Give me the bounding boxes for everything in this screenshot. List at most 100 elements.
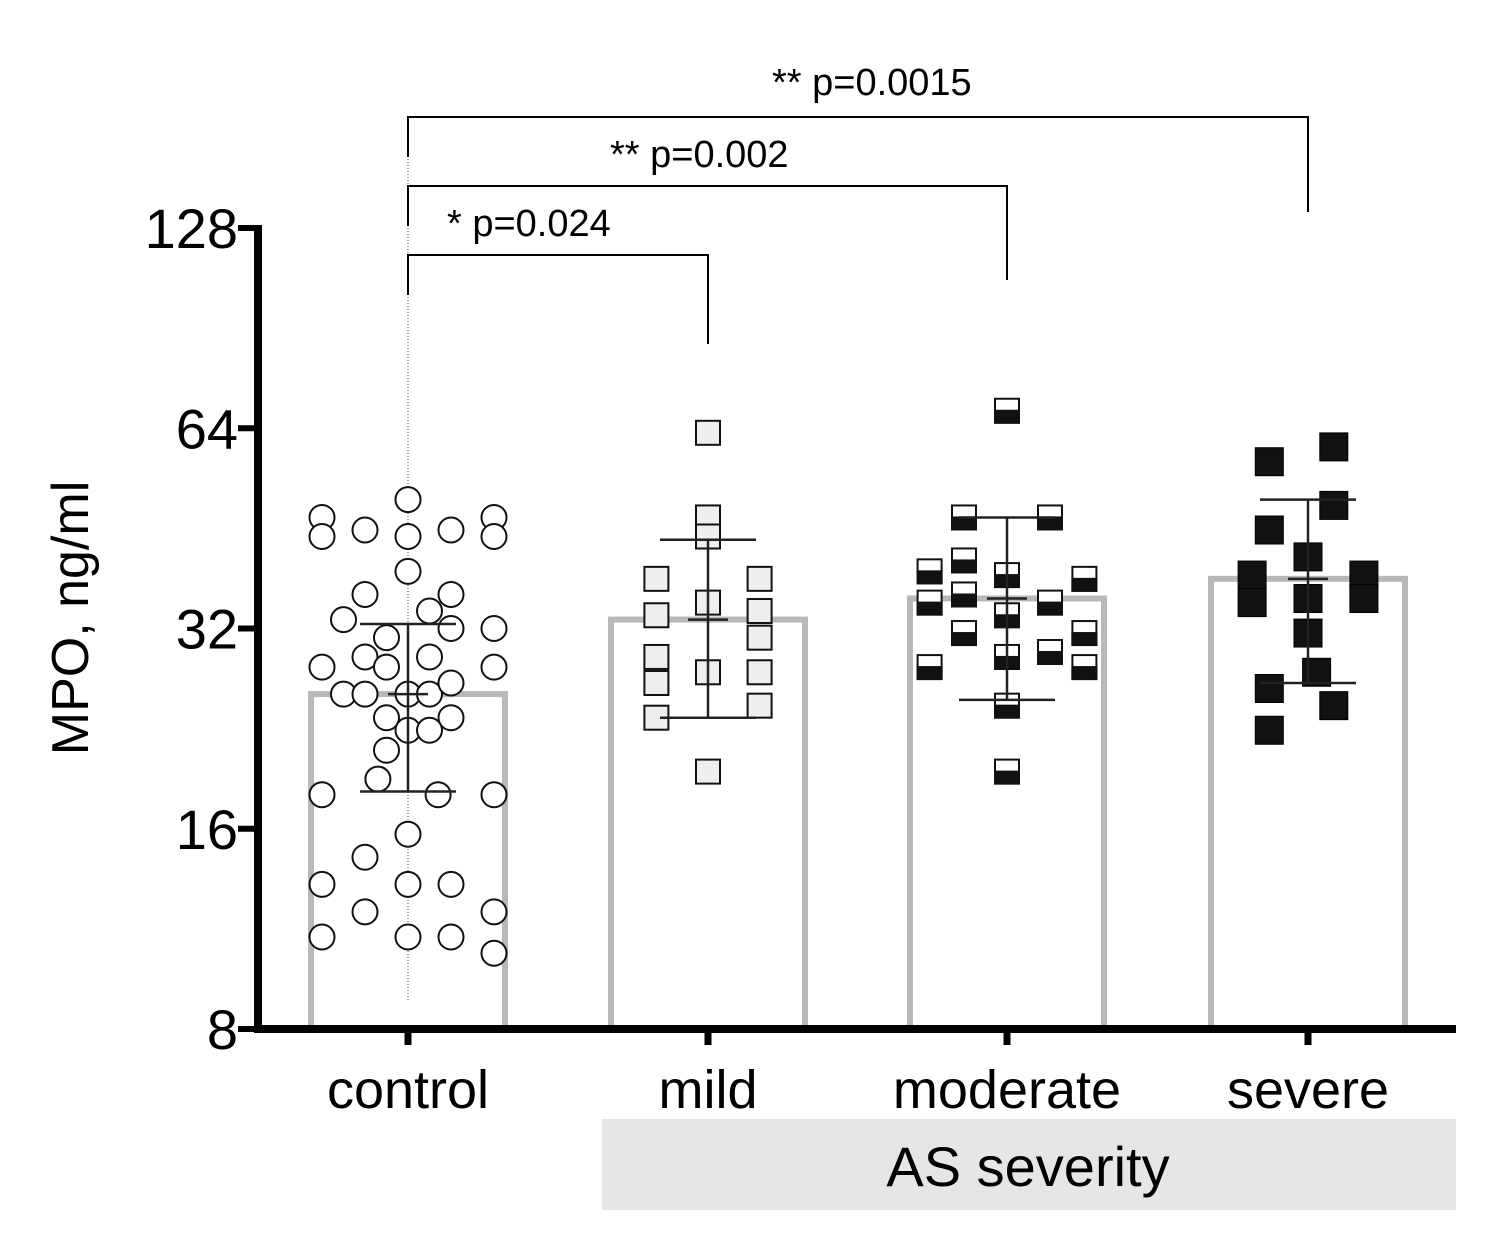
data-point-moderate	[951, 547, 977, 574]
data-point-moderate	[1037, 639, 1063, 666]
data-point-severe	[1237, 588, 1267, 618]
data-point-mild	[746, 624, 773, 651]
data-point-severe	[1349, 584, 1379, 614]
data-point-severe	[1237, 560, 1267, 590]
data-point-mild	[746, 565, 773, 592]
data-point-control	[308, 781, 336, 809]
error-bars-layer	[360, 498, 1356, 793]
data-point-control	[480, 615, 508, 642]
data-point-mild	[643, 602, 670, 629]
data-point-moderate	[951, 581, 977, 608]
data-point-control	[351, 680, 379, 708]
data-point-moderate-fill	[951, 632, 977, 647]
data-point-control	[416, 716, 443, 744]
data-point-mild	[746, 597, 773, 624]
data-point-moderate-fill	[916, 601, 943, 616]
data-point-mild	[695, 419, 721, 446]
data-point-control	[394, 486, 422, 514]
data-point-moderate	[916, 654, 943, 681]
data-point-moderate	[1071, 654, 1098, 681]
data-point-control	[373, 624, 400, 652]
axes-layer: 8 16 32 64 128 control mild moderate severe	[145, 197, 1456, 1120]
data-point-control	[480, 522, 508, 550]
data-point-control	[394, 870, 422, 898]
y-tick-label-128: 128	[145, 197, 238, 260]
data-point-control	[437, 615, 465, 642]
data-point-control	[424, 781, 452, 809]
significance-layer: * p=0.024 ** p=0.002 ** p=0.0015	[407, 62, 1309, 1000]
data-point-moderate-fill	[951, 559, 977, 574]
data-point-control	[480, 939, 508, 967]
data-point-control	[480, 781, 508, 809]
data-point-control	[437, 669, 465, 697]
group-band	[602, 1119, 1456, 1210]
data-point-severe	[1319, 691, 1349, 721]
data-point-control	[416, 643, 443, 671]
data-point-control	[394, 820, 422, 848]
data-point-control	[351, 580, 379, 608]
y-tick-label-64: 64	[176, 397, 238, 460]
data-point-control	[437, 704, 465, 732]
x-tick-label-mild: mild	[658, 1060, 757, 1120]
data-point-control	[308, 923, 336, 951]
data-point-moderate-fill	[916, 570, 943, 585]
data-point-moderate	[994, 692, 1020, 719]
data-point-control	[351, 898, 379, 926]
data-point-moderate-fill	[1071, 666, 1098, 681]
data-point-severe	[1319, 432, 1349, 462]
data-point-control	[308, 870, 336, 898]
data-point-moderate-fill	[951, 593, 977, 608]
data-point-moderate-fill	[951, 516, 977, 531]
significance-label-mild: * p=0.024	[447, 203, 611, 245]
significance-label-moderate: ** p=0.002	[610, 134, 789, 176]
data-point-control	[480, 898, 508, 926]
data-point-control	[394, 923, 422, 951]
data-point-mild	[695, 758, 721, 785]
data-point-control	[308, 653, 336, 681]
data-point-moderate	[994, 758, 1020, 785]
data-point-control	[437, 923, 465, 951]
data-point-moderate-fill	[994, 770, 1020, 785]
data-point-severe	[1254, 515, 1284, 545]
x-tick-label-control: control	[327, 1060, 489, 1120]
x-tick-label-severe: severe	[1227, 1060, 1389, 1120]
data-point-severe	[1319, 490, 1349, 520]
data-point-moderate	[1037, 589, 1063, 616]
bars-layer	[308, 575, 1408, 1033]
data-point-control	[394, 522, 422, 550]
data-point-moderate	[1071, 620, 1098, 647]
data-point-control	[480, 653, 508, 681]
data-point-control	[437, 580, 465, 608]
data-point-moderate-fill	[994, 704, 1020, 719]
data-point-moderate-fill	[1037, 601, 1063, 616]
x-tick-label-moderate: moderate	[893, 1060, 1121, 1120]
data-point-moderate-fill	[1037, 516, 1063, 531]
data-point-control	[437, 870, 465, 898]
significance-label-severe: ** p=0.0015	[772, 62, 972, 104]
data-point-moderate	[916, 589, 943, 616]
data-point-mild	[643, 565, 670, 592]
data-point-control	[330, 606, 357, 634]
data-point-control	[394, 557, 422, 585]
data-point-moderate	[951, 620, 977, 647]
data-point-moderate-fill	[916, 666, 943, 681]
y-tick-label-32: 32	[176, 598, 238, 661]
data-point-moderate-fill	[994, 409, 1020, 424]
data-point-moderate-fill	[1071, 577, 1098, 592]
data-point-mild	[643, 643, 670, 670]
data-point-control	[308, 522, 336, 550]
data-point-control	[437, 516, 465, 544]
data-point-control	[373, 736, 400, 764]
data-point-control	[351, 843, 379, 871]
points-layer	[308, 397, 1379, 967]
data-point-control	[364, 765, 392, 793]
data-point-mild	[746, 659, 773, 686]
y-tick-label-8: 8	[207, 998, 238, 1061]
data-point-mild	[746, 692, 773, 719]
data-point-moderate	[916, 558, 943, 585]
data-point-moderate-fill	[1037, 651, 1063, 666]
data-point-moderate	[994, 397, 1020, 424]
y-axis-label: MPO, ng/ml	[42, 481, 100, 756]
group-label: AS severity	[886, 1135, 1169, 1198]
